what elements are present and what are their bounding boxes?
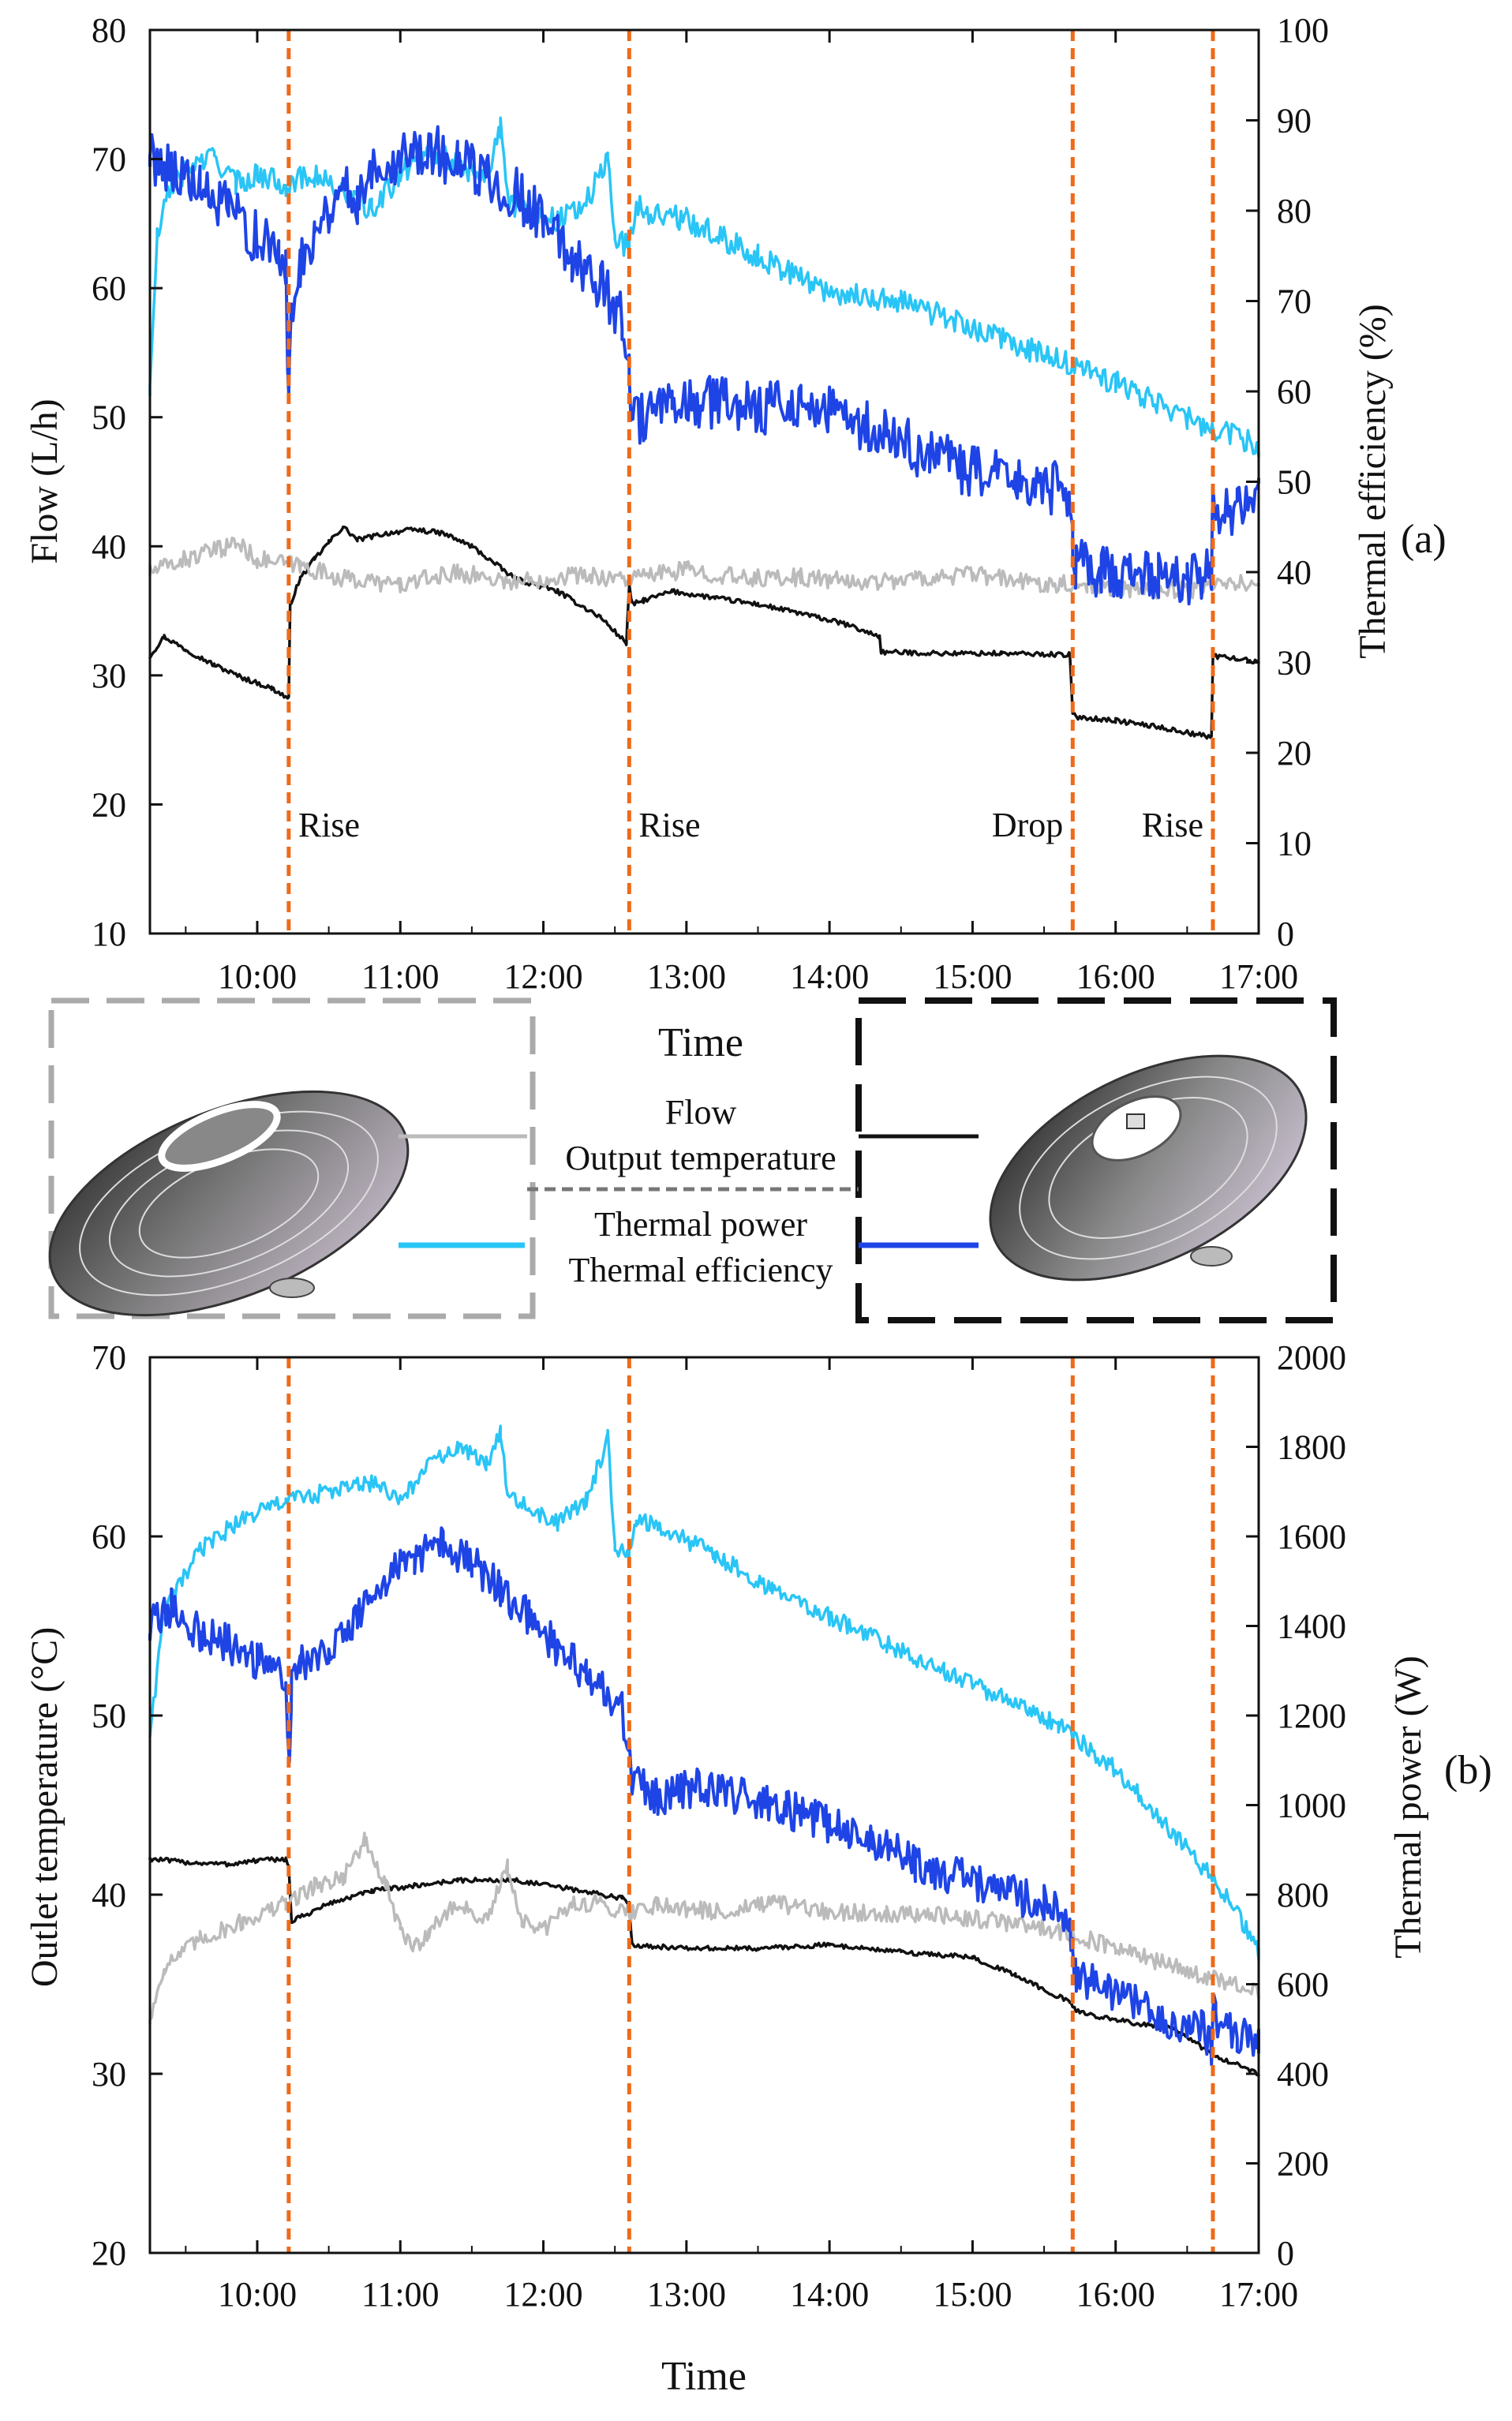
event-label: Rise [638, 806, 700, 844]
x-tick-label: 14:00 [790, 2275, 869, 2314]
y-tick-label: 10 [92, 915, 126, 953]
receiver-b-image [989, 1054, 1308, 1282]
x-tick-label: 10:00 [218, 2275, 297, 2314]
y-tick-label: 60 [92, 269, 126, 308]
series-line-thermal-power [148, 116, 1260, 458]
chart-panel-a: 10:00 11:00 12:00 13:00 14:00 15:00 16:0… [24, 11, 1447, 996]
x-tick-label: 16:00 [1076, 2275, 1155, 2314]
panel-a-y2-axis-title: Thermal efficiency (%) [1352, 304, 1394, 659]
y-tick-label: 70 [92, 140, 126, 179]
y2-tick-label: 20 [1277, 734, 1312, 773]
y2-tick-label: 0 [1277, 2234, 1294, 2273]
y2-tick-label: 1800 [1277, 1428, 1346, 1467]
y2-tick-label: 100 [1277, 11, 1329, 50]
event-label: Drop [992, 806, 1063, 844]
receiver-a-box [48, 997, 536, 1319]
y-tick-label: 30 [92, 657, 126, 695]
series-line-output-temperature [148, 1832, 1260, 2024]
panel-b-frame [148, 1356, 1260, 2254]
panel-b-plot-area [148, 1357, 1260, 2253]
chart-panel-b: 10:00 11:00 12:00 13:00 14:00 15:00 16:0… [24, 1338, 1492, 2399]
x-tick-label: 14:00 [790, 957, 869, 996]
panel-a-label: (a) [1401, 517, 1447, 562]
x-tick-label: 15:00 [933, 957, 1012, 996]
event-label: Rise [1142, 806, 1203, 844]
panel-b-label: (b) [1444, 1748, 1492, 1793]
y2-tick-label: 200 [1277, 2145, 1329, 2183]
x-tick-label: 11:00 [361, 957, 440, 996]
legend-label-thermal-power: Thermal power [594, 1205, 807, 1244]
x-tick-label: 10:00 [218, 957, 297, 996]
y-tick-label: 40 [92, 1876, 126, 1914]
y2-tick-label: 30 [1277, 644, 1312, 683]
panel-a-event-labels: Rise Rise Drop Rise [298, 806, 1203, 844]
x-tick-label: 13:00 [647, 957, 726, 996]
y2-tick-label: 40 [1277, 553, 1312, 592]
x-tick-label: 17:00 [1219, 2275, 1298, 2314]
x-tick-label: 16:00 [1076, 957, 1155, 996]
panel-a-y-tick-labels: 10 20 30 40 50 60 70 80 [92, 11, 126, 953]
panel-a-y-axis-title: Flow (L/h) [24, 399, 65, 563]
y2-tick-label: 1000 [1277, 1787, 1346, 1825]
panel-b-y2-axis-title: Thermal power (W) [1387, 1656, 1429, 1959]
y-tick-label: 80 [92, 11, 126, 50]
series-line-thermal-efficiency [148, 125, 1260, 606]
y2-tick-label: 1600 [1277, 1517, 1346, 1556]
y-tick-label: 40 [92, 527, 126, 566]
panel-b-x-axis-title: Time [661, 2354, 747, 2399]
y2-tick-label: 800 [1277, 1876, 1329, 1914]
y2-tick-label: 1200 [1277, 1697, 1346, 1735]
y-tick-label: 50 [92, 399, 126, 437]
panel-b-y-axis-title: Outlet temperature (°C) [24, 1627, 65, 1987]
x-tick-label: 15:00 [933, 2275, 1012, 2314]
receiver-a-image [48, 1090, 410, 1317]
y2-tick-label: 0 [1277, 915, 1294, 953]
y2-tick-label: 10 [1277, 825, 1312, 863]
y2-tick-label: 50 [1277, 463, 1312, 502]
y-tick-label: 70 [92, 1338, 126, 1377]
panel-a-ticks [150, 28, 1260, 935]
x-tick-label: 12:00 [503, 957, 582, 996]
y-tick-label: 30 [92, 2055, 126, 2094]
y-tick-label: 20 [92, 785, 126, 824]
y2-tick-label: 70 [1277, 283, 1312, 321]
panel-b-x-tick-labels: 10:00 11:00 12:00 13:00 14:00 15:00 16:0… [218, 2275, 1298, 2314]
panel-a-x-tick-labels: 10:00 11:00 12:00 13:00 14:00 15:00 16:0… [218, 957, 1298, 996]
y2-tick-label: 400 [1277, 2055, 1329, 2094]
y2-tick-label: 80 [1277, 192, 1312, 230]
series-line-thermal-efficiency [148, 1526, 1260, 2067]
legend: Time Flow Output temperature Thermal pow… [48, 997, 1337, 1323]
y2-tick-label: 1400 [1277, 1607, 1346, 1646]
series-line-flow [148, 1856, 1260, 2077]
panel-b-ticks [150, 1356, 1260, 2254]
x-tick-label: 13:00 [647, 2275, 726, 2314]
y2-tick-label: 60 [1277, 372, 1312, 411]
x-tick-label: 17:00 [1219, 957, 1298, 996]
legend-label-thermal-efficiency: Thermal efficiency [568, 1251, 833, 1289]
panel-b-y2-tick-labels: 0 200 400 600 800 1000 1200 1400 1600 18… [1277, 1338, 1346, 2273]
event-label: Rise [298, 806, 360, 844]
legend-heading-time: Time [658, 1020, 743, 1065]
panel-b-y-tick-labels: 20 30 40 50 60 70 [92, 1338, 126, 2273]
y2-tick-label: 90 [1277, 102, 1312, 140]
panel-a-y2-tick-labels: 0 10 20 30 40 50 60 70 80 90 100 [1277, 11, 1329, 953]
y-tick-label: 20 [92, 2234, 126, 2273]
y2-tick-label: 600 [1277, 1966, 1329, 2004]
series-line-flow [148, 526, 1260, 740]
series-line-thermal-power [148, 1424, 1260, 1962]
receiver-b-box [855, 997, 1337, 1323]
y2-tick-label: 2000 [1277, 1338, 1346, 1377]
legend-label-flow: Flow [665, 1093, 737, 1132]
y-tick-label: 60 [92, 1517, 126, 1556]
panel-a-plot-area [148, 30, 1260, 934]
y-tick-label: 50 [92, 1697, 126, 1735]
x-tick-label: 11:00 [361, 2275, 440, 2314]
x-tick-label: 12:00 [503, 2275, 582, 2314]
legend-label-output-temperature: Output temperature [565, 1139, 836, 1177]
